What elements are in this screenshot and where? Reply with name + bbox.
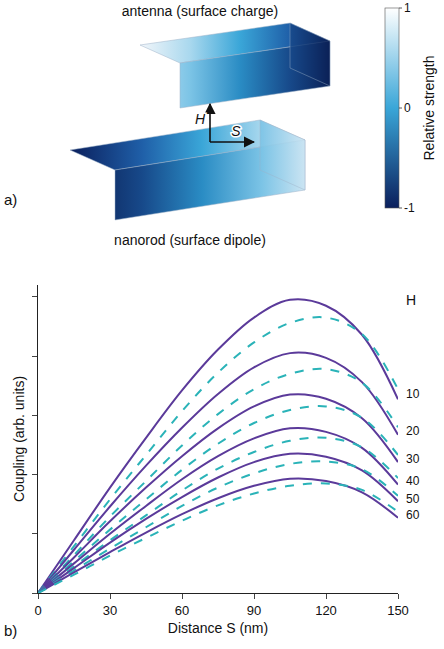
svg-text:10: 10 [406,387,420,401]
svg-text:S: S [231,123,241,139]
svg-text:0: 0 [34,603,41,618]
svg-text:60: 60 [175,603,189,618]
svg-text:H: H [406,292,416,308]
svg-text:H: H [195,111,206,127]
svg-text:a): a) [4,191,17,208]
svg-text:90: 90 [247,603,261,618]
svg-text:40: 40 [406,474,420,488]
svg-text:30: 30 [406,452,420,466]
html-text:b): b) [4,622,18,639]
svg-text:20: 20 [406,424,420,438]
svg-text:1: 1 [404,1,411,15]
svg-text:antenna (surface charge): antenna (surface charge) [122,3,278,19]
svg-text:Distance S (nm): Distance S (nm) [168,620,268,636]
svg-text:0: 0 [404,101,411,115]
svg-text:Relative strength: Relative strength [421,55,437,160]
svg-text:60: 60 [406,508,420,522]
svg-text:50: 50 [406,492,420,506]
svg-text:nanorod (surface dipole): nanorod (surface dipole) [114,232,266,248]
svg-text:Coupling (arb. units): Coupling (arb. units) [11,376,27,502]
svg-text:150: 150 [387,603,409,618]
svg-text:120: 120 [315,603,337,618]
svg-text:-1: -1 [404,201,415,215]
svg-text:30: 30 [103,603,117,618]
